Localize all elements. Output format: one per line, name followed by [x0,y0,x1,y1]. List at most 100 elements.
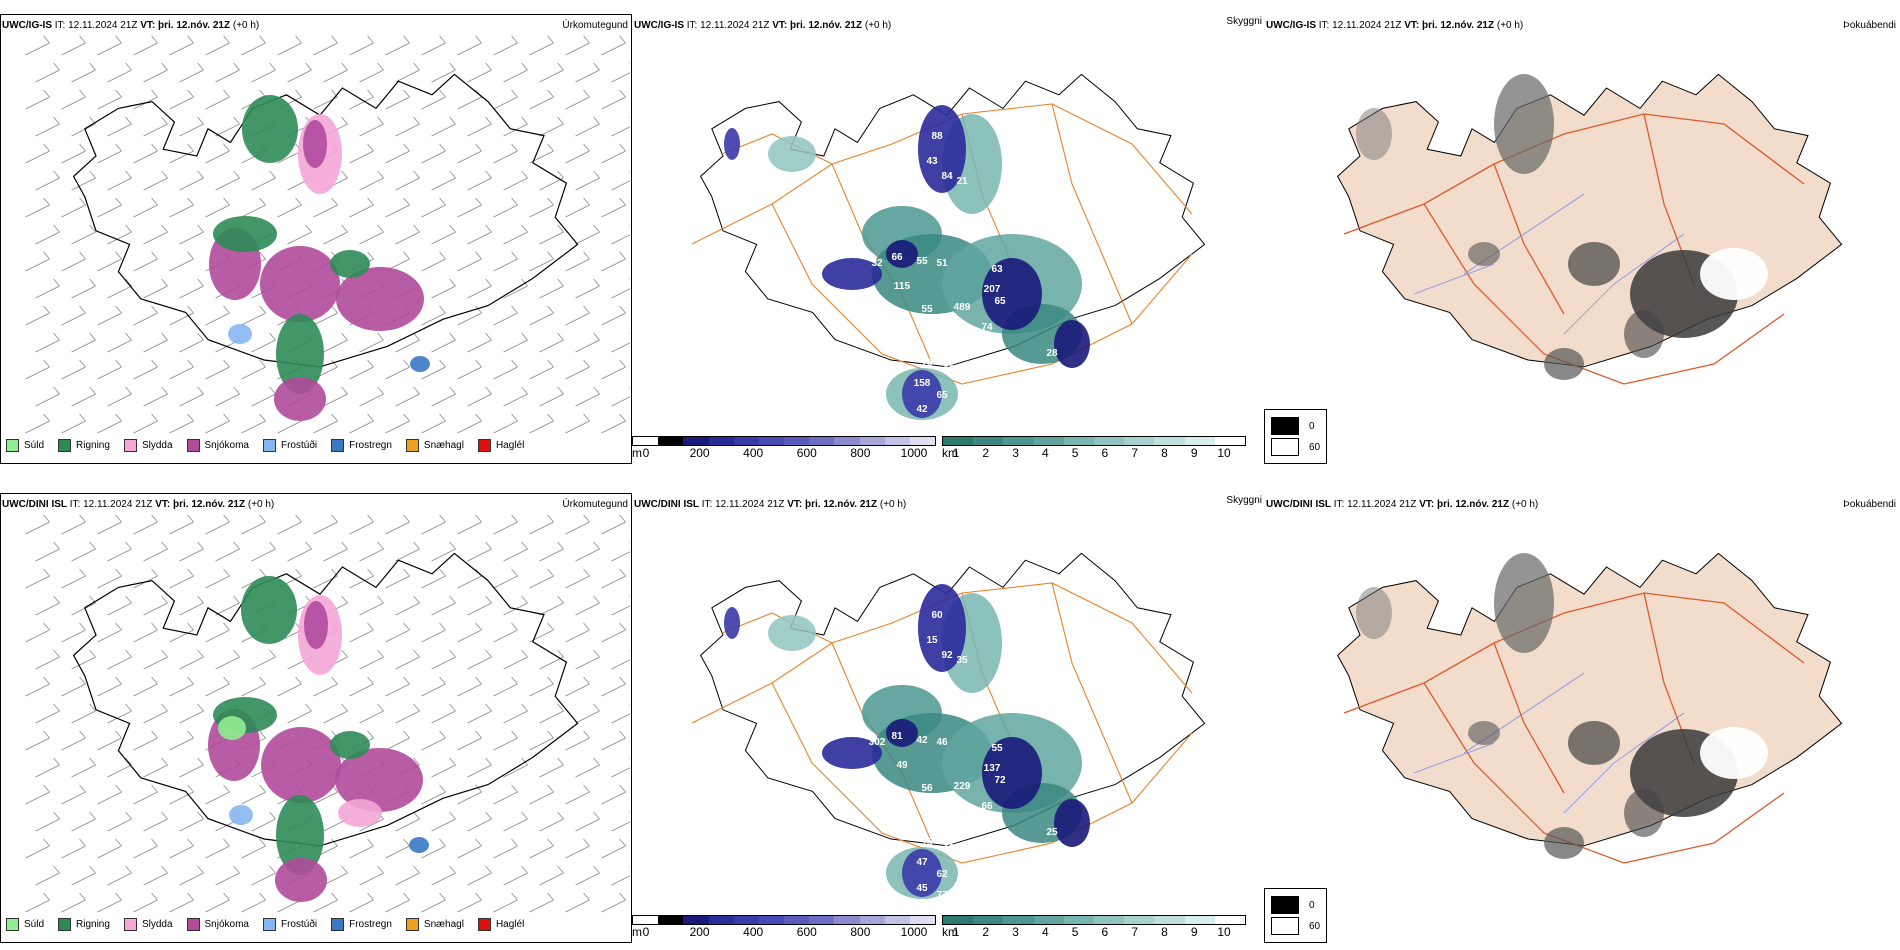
legend-label: Frostúði [280,919,318,930]
legend-item: Frostregn [331,918,392,931]
scale-tick-label: 0 [642,925,650,939]
ceiling-value-label: 66 [981,801,993,812]
ceiling-scale: m 0 200 400 600 800 1000 [632,436,936,460]
legend-label: Haglél [495,919,525,930]
ceiling-value-label: 65 [936,390,948,401]
panel-name: Úrkomutegund [562,499,628,510]
color-scale-step [859,437,885,445]
scale-tick-label: 10 [1217,446,1231,460]
precip-type-panel-bottom: UWC/DINI ISL IT: 12.11.2024 21Z VT: þri.… [0,493,632,943]
legend-swatch [477,918,491,931]
color-scale-step [1003,437,1034,445]
ceiling-area [918,584,966,672]
legend-label: 60 [1309,920,1321,932]
scale-tick-label: 0 [642,446,650,460]
legend-item: Slydda [123,918,173,931]
fog-area [1544,348,1584,380]
legend-swatch [6,439,19,452]
panel-title: UWC/IG-IS IT: 12.11.2024 21Z VT: þri. 12… [1266,20,1524,31]
ceiling-value-label: 35 [956,655,968,666]
scale-tick-label: 200 [689,446,710,460]
legend-item: 60 [1271,917,1320,935]
precip-area [242,95,298,163]
legend-label: Frostúði [280,440,318,451]
scale-tick-label: 800 [850,925,871,939]
color-scale-step [809,916,835,924]
color-scale-step [943,437,974,445]
color-scale-step [1063,916,1095,924]
precip-map [25,35,630,434]
precip-area [218,716,246,740]
legend-label: Rigning [76,440,110,451]
color-scale-step [658,437,684,445]
legend-item: 60 [1271,438,1320,456]
legend-label: 0 [1309,899,1315,911]
ceiling-value-label: 47 [916,857,928,868]
precip-area [275,858,327,902]
color-scale-step [758,916,785,924]
precip-area [241,576,297,644]
ceiling-scale: m 0 200 400 600 800 1000 [632,915,936,939]
legend-item: Haglél [477,439,524,452]
scale-tick-label: 1000 [900,446,928,460]
scale-tick-label: 1 [952,446,960,460]
ceiling-area [724,607,740,639]
legend-swatch [477,439,491,452]
ceiling-area [918,105,966,193]
ceiling-value-label: 88 [931,131,943,142]
color-scale-step [884,437,910,445]
precip-type-panel-top: UWC/IG-IS IT: 12.11.2024 21Z VT: þri. 12… [0,14,632,464]
scale-tick-label: 8 [1161,925,1168,939]
precip-area [261,727,341,803]
legend-label: Snæhagl [423,440,464,451]
ceiling-area [982,737,1042,809]
scale-tick-label: 6 [1101,925,1109,939]
legend-swatch [186,918,200,931]
ceiling-value-label: 49 [896,760,908,771]
precip-area [276,314,324,394]
ceiling-value-label: 207 [984,284,1001,295]
scale-tick-label: 7 [1131,925,1138,939]
precip-area [338,799,382,827]
fog-area [1494,553,1554,653]
legend-swatch [186,439,200,452]
ceiling-area [1054,799,1090,847]
legend-label: 60 [1309,441,1321,453]
ceiling-value-label: 70 [921,358,933,369]
scale-tick-label: 400 [743,925,764,939]
precip-area [228,324,252,344]
panel-title: UWC/IG-IS IT: 12.11.2024 21Z VT: þri. 12… [634,20,892,31]
scale-tick-label: 4 [1041,925,1049,939]
ceiling-value-label: 51 [936,258,948,269]
ceiling-value-label: 43 [926,156,938,167]
legend-swatch [58,439,72,452]
color-scale-step [1184,916,1215,924]
ceiling-value-label: 28 [1046,348,1058,359]
color-scale-step [633,916,659,924]
ceiling-value-label: 158 [914,378,931,389]
precip-area [336,267,424,331]
ceiling-value-label: 126 [944,364,961,375]
ceiling-value-label: 66 [891,252,903,263]
precip-area [303,120,327,168]
ceiling-area [822,258,882,290]
ceiling-value-label: 55 [921,304,933,315]
fog-area [1624,789,1664,837]
color-scale-bar [632,915,936,925]
color-scale-step [909,916,936,924]
color-scale-step [683,916,709,924]
fog-area [1700,248,1768,300]
precip-legend: Súld Rigning Slydda Snjókoma Frostúði Frostre… [6,439,538,452]
ceiling-value-label: 25 [1046,827,1058,838]
color-scale-step [1033,916,1064,924]
ceiling-area [1054,320,1090,368]
scale-tick-label: 200 [689,925,710,939]
precip-area [330,250,370,278]
legend-item: Frostúði [262,918,318,931]
scale-tick-label: 2 [982,925,990,939]
fog-area [1568,242,1620,286]
legend-label: Súld [24,919,45,930]
fog-index-panel-top: UWC/IG-IS IT: 12.11.2024 21Z VT: þri. 12… [1264,14,1900,464]
ceiling-value-label: 42 [916,735,928,746]
panel-title: UWC/IG-IS IT: 12.11.2024 21Z VT: þri. 12… [2,20,260,31]
